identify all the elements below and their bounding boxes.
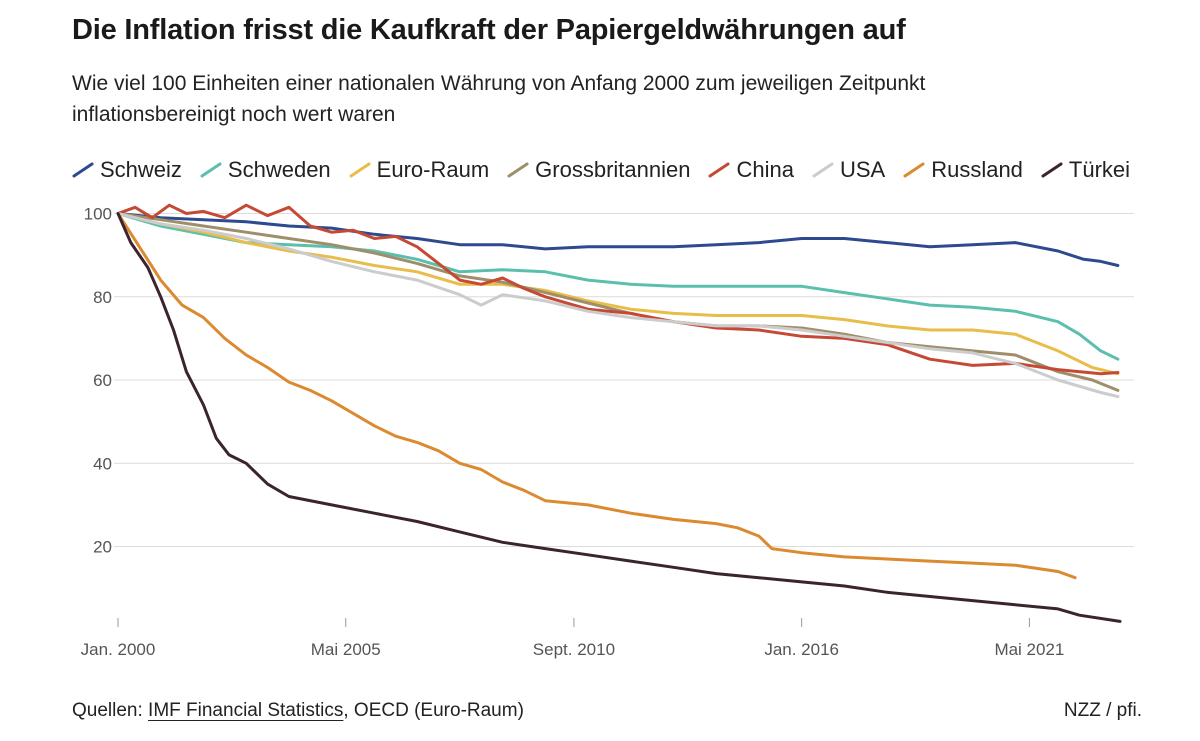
series-line-euro-raum [116, 212, 1120, 376]
legend-label: Euro-Raum [376, 157, 490, 182]
source-prefix: Quellen: [72, 700, 149, 721]
y-tick-label: 100 [84, 205, 112, 224]
y-tick-label: 40 [93, 454, 112, 473]
chart-subtitle: Wie viel 100 Einheiten einer nationalen … [72, 72, 926, 126]
legend-item: China [708, 157, 794, 183]
legend-label: Schweiz [100, 157, 182, 182]
series-line-russland [116, 212, 1077, 580]
legend-label: Türkei [1068, 157, 1131, 182]
source-link[interactable]: IMF Financial Statistics [148, 700, 344, 721]
series-line-china [116, 203, 1120, 376]
legend-swatch-icon [708, 162, 730, 178]
legend-swatch-icon [200, 162, 222, 178]
legend-swatch-icon [507, 162, 529, 178]
x-tick-label: Mai 2021 [994, 640, 1064, 659]
legend-item: Schweiz [72, 157, 182, 183]
legend-item: Euro-Raum [349, 157, 489, 183]
legend-item: Russland [903, 157, 1023, 183]
legend-item: Schweden [200, 157, 331, 183]
legend-swatch-icon [812, 162, 834, 178]
source-note: Quellen: IMF Financial Statistics, OECD … [72, 700, 524, 722]
legend: Schweiz Schweden Euro-Raum Grossbritannien C… [72, 157, 1148, 183]
series-line-usa [116, 212, 1120, 399]
x-tick-label: Jan. 2016 [764, 640, 839, 659]
legend-swatch-icon [1041, 162, 1063, 178]
legend-swatch-icon [72, 162, 94, 178]
y-tick-label: 60 [93, 371, 112, 390]
line-chart: 20 40 60 80 100 Jan. 2000 Mai 2005 Sept. 2010 Ja… [81, 203, 1134, 659]
x-tick-label: Mai 2005 [311, 640, 381, 659]
y-tick-label: 80 [93, 288, 112, 307]
legend-label: Schweden [227, 157, 331, 182]
legend-label: Russland [931, 157, 1023, 182]
legend-label: China [736, 157, 794, 182]
series-line-schweiz [116, 212, 1120, 267]
series-line-türkei [116, 212, 1122, 623]
series-line-schweden [116, 212, 1120, 361]
legend-item: USA [812, 157, 885, 183]
legend-label: USA [839, 157, 886, 182]
x-tick-label: Sept. 2010 [533, 640, 615, 659]
legend-swatch-icon [349, 162, 371, 178]
legend-label: Grossbritannien [535, 157, 691, 182]
legend-item: Türkei [1041, 157, 1130, 183]
x-tick-label: Jan. 2000 [81, 640, 156, 659]
source-suffix: , OECD (Euro-Raum) [343, 700, 524, 721]
legend-item: Grossbritannien [507, 157, 690, 183]
legend-swatch-icon [903, 162, 925, 178]
chart-title: Die Inflation frisst die Kaufkraft der P… [72, 14, 906, 46]
y-tick-label: 20 [93, 538, 112, 557]
credit: NZZ / pfi. [1063, 700, 1142, 721]
